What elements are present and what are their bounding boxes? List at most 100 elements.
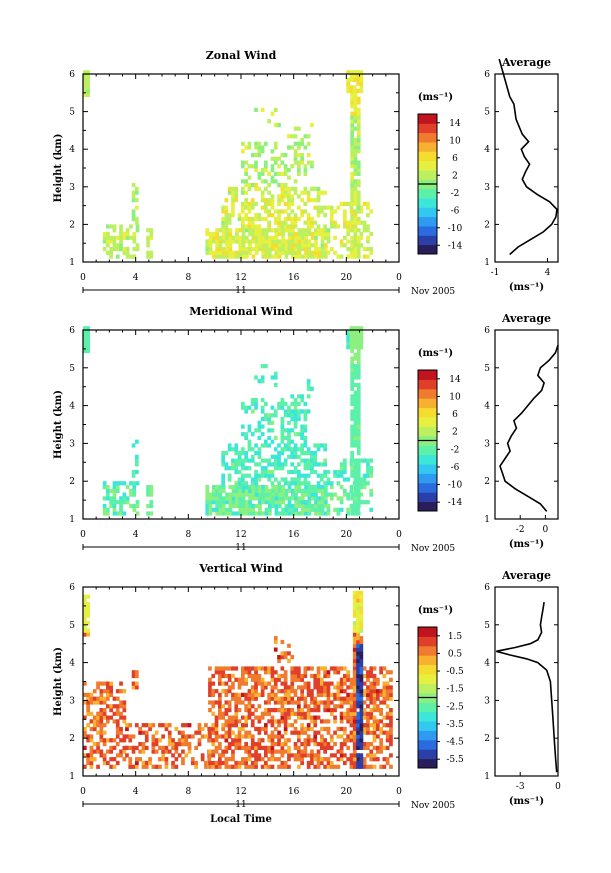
field-cell <box>205 496 210 501</box>
field-cell <box>300 715 304 720</box>
field-cell <box>267 201 271 206</box>
field-cell <box>320 742 324 747</box>
field-cell <box>369 708 374 713</box>
field-cell <box>254 715 258 720</box>
field-cell <box>307 507 312 512</box>
field-cell <box>89 719 94 724</box>
field-cell <box>313 753 318 758</box>
field-cell <box>102 700 107 705</box>
field-cell <box>277 405 281 410</box>
field-cell <box>362 254 367 259</box>
field-cell <box>273 209 278 214</box>
field-cell <box>254 168 258 173</box>
field-cell <box>135 670 139 675</box>
colorbar-swatch <box>418 645 437 656</box>
field-cell <box>221 753 225 758</box>
field-cell <box>323 447 327 452</box>
field-cell <box>372 685 377 690</box>
field-cell <box>349 711 354 716</box>
avg-x-tick-label: -3 <box>516 782 525 792</box>
field-cell <box>350 247 354 252</box>
field-cell <box>287 231 292 237</box>
field-cell <box>283 168 288 173</box>
field-cell <box>353 168 358 173</box>
field-cell <box>359 692 364 697</box>
field-cell <box>273 692 278 697</box>
field-cell <box>125 500 130 505</box>
field-cell <box>254 201 258 206</box>
field-cell <box>125 247 130 252</box>
field-cell <box>353 220 358 225</box>
field-cell <box>356 651 360 656</box>
field-cell <box>241 485 246 490</box>
field-cell <box>339 666 344 671</box>
field-cell <box>244 458 248 463</box>
field-cell <box>300 209 304 214</box>
field-cell <box>245 250 249 255</box>
colorbar-swatch <box>418 627 437 637</box>
field-cell <box>287 420 291 425</box>
field-cell <box>376 692 380 697</box>
field-cell <box>122 708 127 713</box>
field-cell <box>350 364 354 369</box>
field-cell <box>261 496 266 501</box>
field-cell <box>254 145 258 150</box>
panel-title: Zonal Wind <box>206 49 277 62</box>
field-cell <box>356 386 361 391</box>
field-cell <box>119 715 123 720</box>
field-cell <box>362 764 367 769</box>
field-cell <box>293 451 298 456</box>
field-cell <box>218 670 222 675</box>
field-cell <box>224 757 229 762</box>
field-cell <box>297 141 301 146</box>
field-cell <box>300 432 304 437</box>
field-cell <box>362 742 367 747</box>
field-cell <box>83 700 87 705</box>
field-cell <box>270 213 275 218</box>
field-cell <box>366 753 370 758</box>
field-cell <box>356 605 360 611</box>
field-cell <box>268 496 272 501</box>
field-cell <box>231 715 235 720</box>
field-cell <box>241 164 245 169</box>
field-cell <box>293 692 298 697</box>
field-cell <box>89 700 94 705</box>
y-tick-label: 1 <box>69 515 75 525</box>
field-cell <box>260 416 265 422</box>
field-cell <box>86 348 90 354</box>
field-cell <box>273 734 278 739</box>
field-cell <box>270 405 275 410</box>
field-cell <box>339 726 344 732</box>
field-cell <box>283 681 288 686</box>
field-cell <box>379 670 383 675</box>
field-cell <box>245 235 249 240</box>
field-cell <box>283 209 288 214</box>
field-cell <box>336 726 341 732</box>
field-cell <box>352 704 357 709</box>
field-cell <box>320 496 325 501</box>
field-cell <box>215 492 219 497</box>
field-cell <box>372 708 377 713</box>
field-cell <box>293 753 298 758</box>
field-cell <box>122 500 127 505</box>
field-cell <box>135 243 140 248</box>
field-cell <box>254 451 258 456</box>
field-cell <box>306 666 311 671</box>
field-cell <box>280 171 285 176</box>
field-cell <box>187 734 192 739</box>
field-cell <box>151 734 156 739</box>
field-cell <box>283 738 288 743</box>
field-cell <box>306 473 311 478</box>
field-cell <box>122 689 127 694</box>
field-cell <box>300 726 304 732</box>
field-cell <box>171 764 175 769</box>
field-cell <box>293 156 298 161</box>
field-cell <box>336 507 341 512</box>
field-cell <box>290 481 295 486</box>
field-cell <box>208 726 212 732</box>
field-cell <box>267 416 271 422</box>
field-cell <box>132 247 137 252</box>
field-cell <box>352 711 357 716</box>
field-cell <box>382 685 387 690</box>
field-cell <box>343 220 347 225</box>
